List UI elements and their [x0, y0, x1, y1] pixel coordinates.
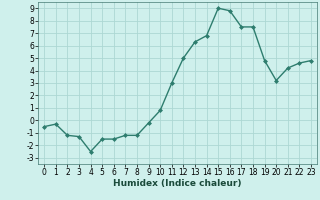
X-axis label: Humidex (Indice chaleur): Humidex (Indice chaleur): [113, 179, 242, 188]
